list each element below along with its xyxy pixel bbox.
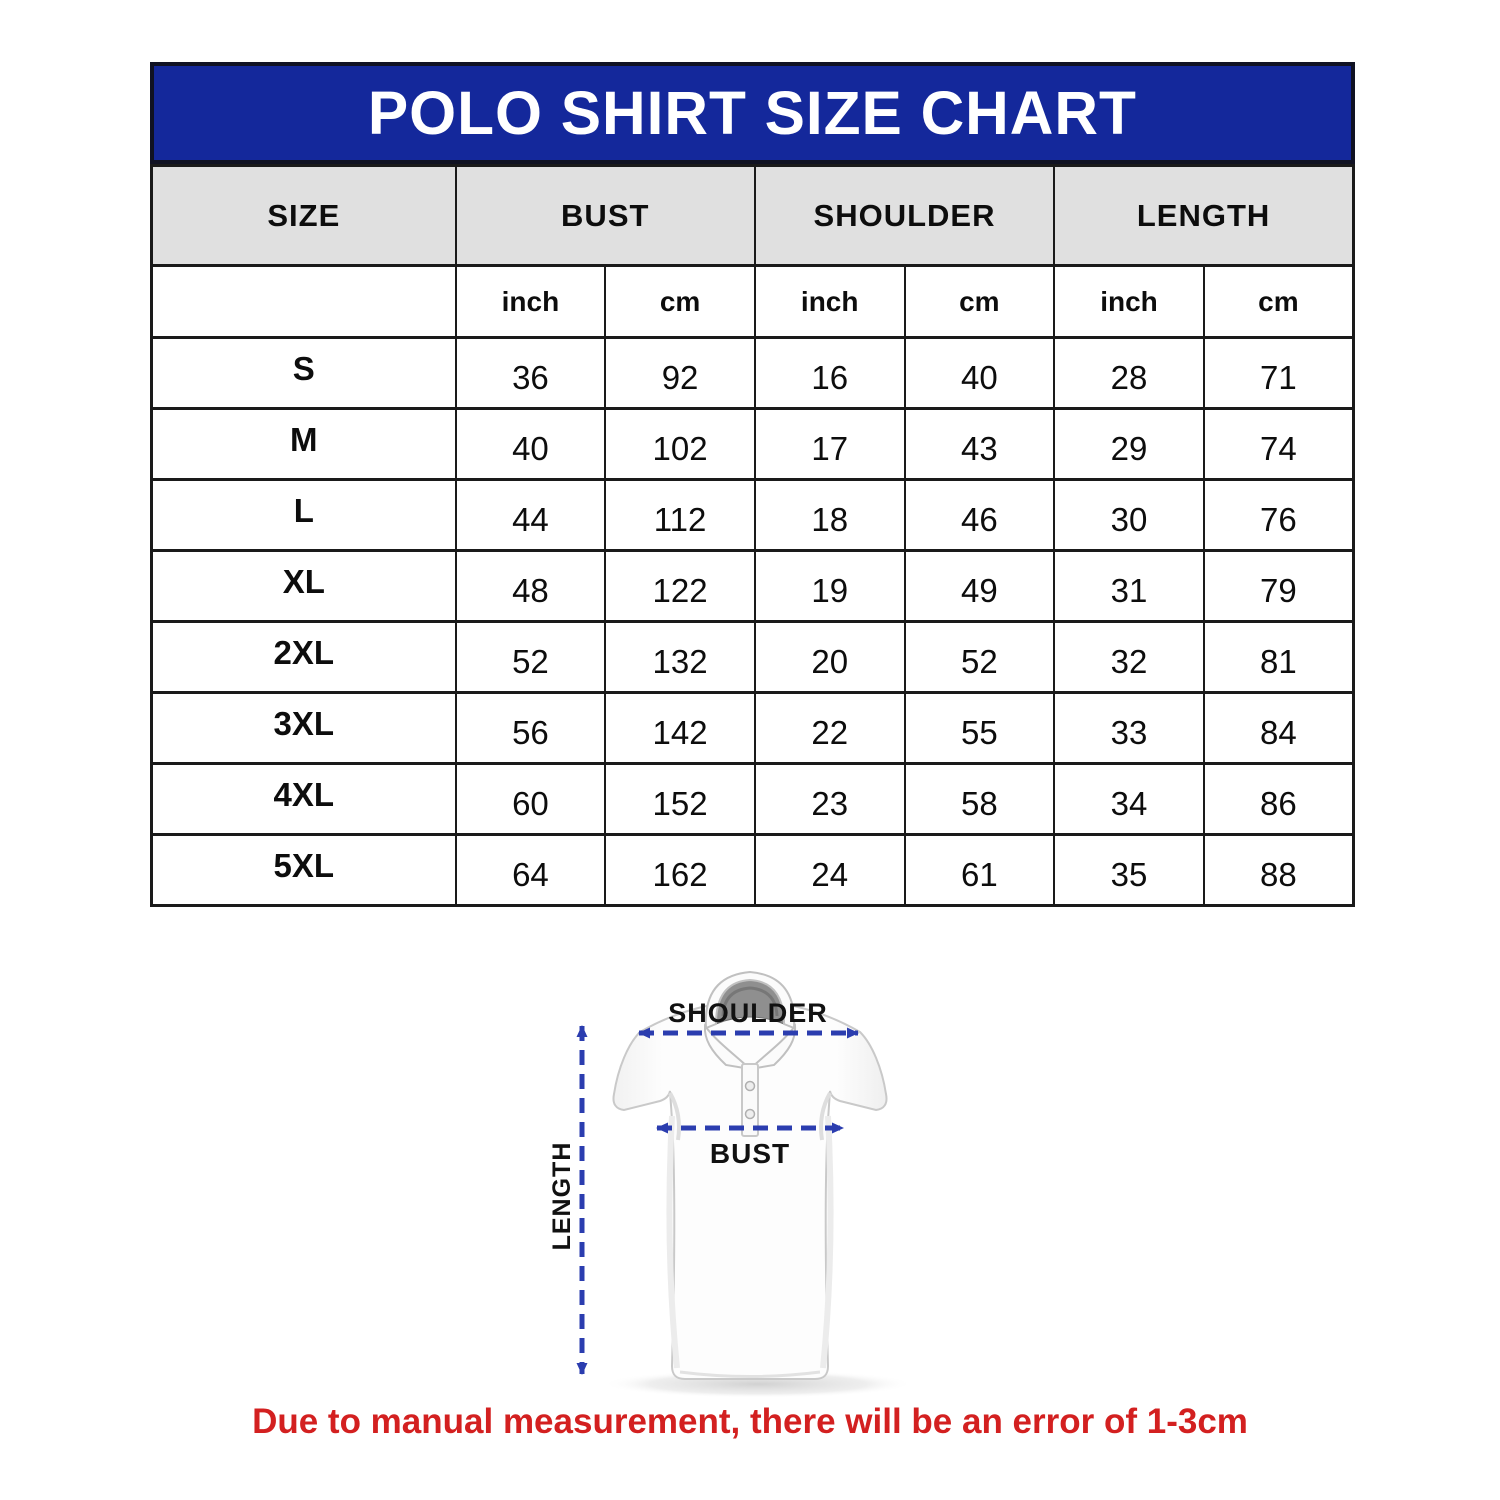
measurement-value: 44 (454, 478, 607, 552)
measurement-value: 36 (454, 336, 607, 410)
measurement-value: 34 (1053, 762, 1205, 836)
size-table-body: S 36 92 16 40 28 71 M 40 102 17 43 29 74 L 44 112 18 46 30 7… (150, 336, 1355, 907)
shirt-body (612, 999, 888, 1380)
measurement-value: 122 (604, 549, 756, 623)
size-label: L (150, 478, 457, 552)
measurement-value: 29 (1053, 407, 1205, 481)
unit-header: inch (1053, 264, 1205, 339)
measurement-value: 16 (753, 336, 906, 410)
measurement-value: 18 (753, 478, 906, 552)
measurement-value: 23 (753, 762, 906, 836)
shoulder-measure-label: SHOULDER (668, 998, 828, 1028)
measurement-value: 32 (1053, 620, 1205, 694)
table-row: M 40 102 17 43 29 74 (150, 407, 1355, 481)
length-measure-label: LENGTH (548, 1141, 576, 1251)
page-title: POLO SHIRT SIZE CHART (368, 79, 1137, 147)
table-row: 3XL 56 142 22 55 33 84 (150, 691, 1355, 765)
measurement-value: 55 (903, 691, 1056, 765)
measurement-value: 49 (903, 549, 1056, 623)
measurement-value: 28 (1053, 336, 1205, 410)
measurement-value: 24 (753, 833, 906, 907)
left-side-shading (666, 1115, 680, 1369)
size-label: M (150, 407, 457, 481)
unit-header: inch (753, 264, 906, 339)
unit-header: cm (1202, 264, 1355, 339)
measurement-value: 162 (604, 833, 756, 907)
measurement-value: 40 (454, 407, 607, 481)
measurement-value: 30 (1053, 478, 1205, 552)
measurement-value: 58 (903, 762, 1056, 836)
column-header-size: SIZE (150, 164, 457, 267)
measurement-value: 22 (753, 691, 906, 765)
right-armpit-shading (819, 1092, 832, 1141)
measurement-value: 81 (1202, 620, 1355, 694)
measurement-value: 71 (1202, 336, 1355, 410)
measurement-value: 88 (1202, 833, 1355, 907)
measurement-value: 61 (903, 833, 1056, 907)
measurement-value: 60 (454, 762, 607, 836)
measurement-value: 86 (1202, 762, 1355, 836)
unit-header: cm (604, 264, 756, 339)
table-row: S 36 92 16 40 28 71 (150, 336, 1355, 410)
chart-title-banner: POLO SHIRT SIZE CHART (150, 62, 1355, 164)
measurement-value: 40 (903, 336, 1056, 410)
measurement-value: 48 (454, 549, 607, 623)
measurement-value: 31 (1053, 549, 1205, 623)
size-table-head: SIZE BUST SHOULDER LENGTH inch cm inch c… (150, 164, 1355, 339)
size-label: 4XL (150, 762, 457, 836)
measurement-diagram: SHOULDER BUST LENGTH (520, 948, 990, 1413)
column-header-length: LENGTH (1053, 164, 1355, 267)
bust-measure-label: BUST (709, 1138, 791, 1169)
table-row: XL 48 122 19 49 31 79 (150, 549, 1355, 623)
right-side-shading (820, 1115, 834, 1369)
unit-header: cm (903, 264, 1056, 339)
measurement-value: 20 (753, 620, 906, 694)
size-label: 2XL (150, 620, 457, 694)
measurement-error-note: Due to manual measurement, there will be… (252, 1402, 1248, 1441)
size-label: XL (150, 549, 457, 623)
left-armpit-shading (668, 1092, 681, 1141)
measurement-value: 132 (604, 620, 756, 694)
measurement-value: 84 (1202, 691, 1355, 765)
hem-line (679, 1370, 821, 1378)
empty-header-cell (150, 264, 457, 339)
measurement-value: 74 (1202, 407, 1355, 481)
measurement-value: 112 (604, 478, 756, 552)
table-group-header-row: SIZE BUST SHOULDER LENGTH (150, 164, 1355, 267)
measurement-value: 43 (903, 407, 1056, 481)
table-row: L 44 112 18 46 30 76 (150, 478, 1355, 552)
measurement-value: 79 (1202, 549, 1355, 623)
table-unit-header-row: inch cm inch cm inch cm (150, 264, 1355, 339)
size-table: SIZE BUST SHOULDER LENGTH inch cm inch c… (150, 164, 1355, 907)
measurement-value: 76 (1202, 478, 1355, 552)
measurement-value: 52 (454, 620, 607, 694)
column-header-shoulder: SHOULDER (753, 164, 1056, 267)
measurement-value: 17 (753, 407, 906, 481)
measurement-value: 52 (903, 620, 1056, 694)
button (744, 1080, 756, 1092)
size-label: 3XL (150, 691, 457, 765)
measurement-value: 46 (903, 478, 1056, 552)
size-label: 5XL (150, 833, 457, 907)
measurement-value: 35 (1053, 833, 1205, 907)
button (744, 1108, 756, 1120)
measurement-value: 92 (604, 336, 756, 410)
measurement-value: 142 (604, 691, 756, 765)
measurement-value: 33 (1053, 691, 1205, 765)
unit-header: inch (454, 264, 607, 339)
measurement-value: 56 (454, 691, 607, 765)
measurement-value: 64 (454, 833, 607, 907)
polo-shirt-illustration (576, 970, 913, 1398)
table-row: 5XL 64 162 24 61 35 88 (150, 833, 1355, 907)
size-label: S (150, 336, 457, 410)
measurement-value: 102 (604, 407, 756, 481)
placket (741, 1063, 759, 1137)
table-row: 2XL 52 132 20 52 32 81 (150, 620, 1355, 694)
measurement-value: 152 (604, 762, 756, 836)
collar-rib (721, 986, 779, 1017)
measurement-value: 19 (753, 549, 906, 623)
table-row: 4XL 60 152 23 58 34 86 (150, 762, 1355, 836)
column-header-bust: BUST (454, 164, 756, 267)
